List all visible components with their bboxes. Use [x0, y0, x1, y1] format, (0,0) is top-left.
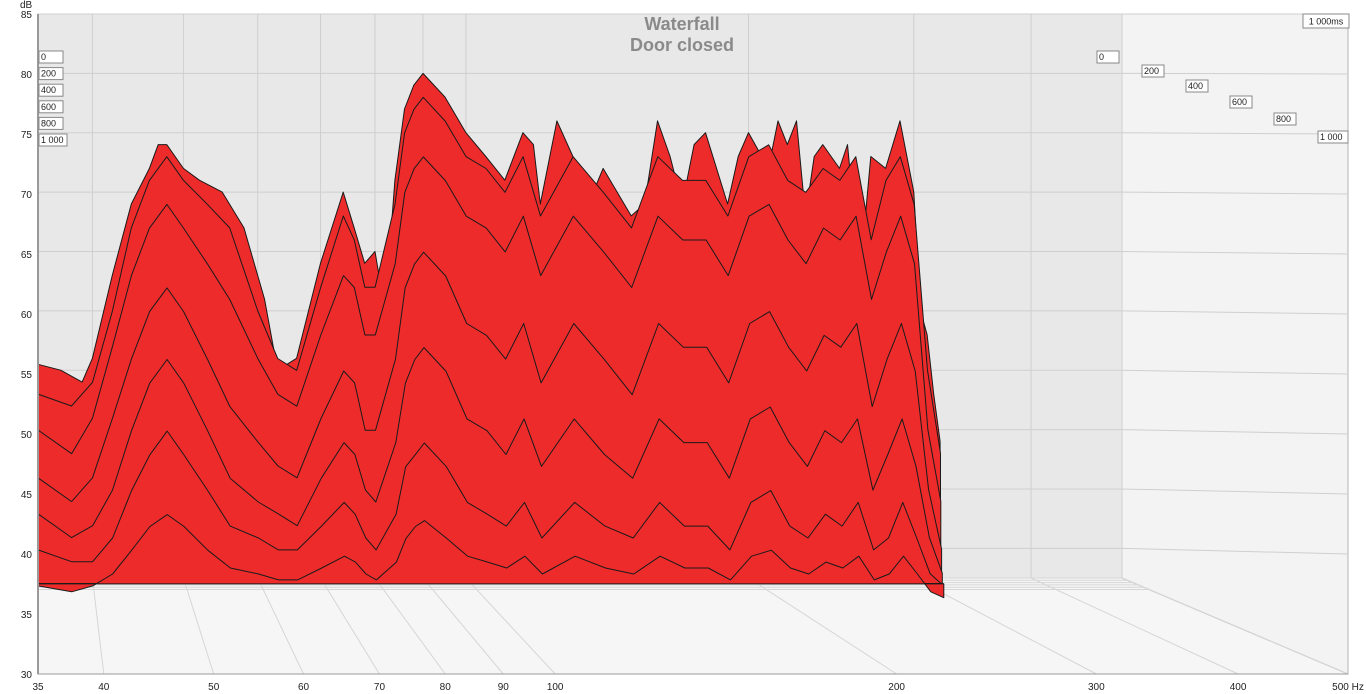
waterfall-slice-800ms	[37, 430, 944, 586]
chart-frame	[37, 14, 1348, 675]
side-gridline	[1121, 488, 1349, 495]
chart-subtitle: Door closed	[630, 35, 734, 55]
x-tick-label: 90	[498, 682, 510, 693]
time-label-left: 0	[41, 52, 46, 62]
time-label-left: 600	[41, 102, 56, 112]
y-tick-label: 75	[21, 130, 33, 141]
waterfall-slices	[37, 72, 945, 599]
y-tick-label: 60	[21, 310, 33, 321]
time-label-box	[38, 83, 64, 97]
side-gridline	[1121, 250, 1349, 255]
y-tick-label: 55	[21, 370, 33, 381]
y-tick-label: 30	[21, 670, 33, 681]
y-tick-label: 80	[21, 70, 33, 81]
time-label-left: 800	[41, 118, 56, 128]
x-tick-label: 70	[374, 682, 386, 693]
time-label-box	[1317, 130, 1349, 144]
x-axis-ticks: 35 40 50 60 70 80 90 100 200 300 400 500 Hz	[32, 682, 1363, 693]
side-gridline	[1121, 429, 1349, 435]
side-wall-plane	[1121, 13, 1349, 675]
time-label-box	[1096, 50, 1120, 64]
x-tick-label: 200	[888, 682, 905, 693]
time-label-right: 800	[1276, 114, 1291, 124]
side-gridline	[1121, 132, 1349, 135]
waterfall-slice-600ms	[37, 347, 943, 584]
floor-gridline	[91, 577, 105, 675]
floor-gridline	[1121, 577, 1349, 675]
time-label-left: 200	[41, 69, 56, 79]
time-label-right: 200	[1144, 66, 1159, 76]
time-label-right: 0	[1099, 52, 1104, 62]
floor-gridline	[257, 577, 304, 675]
time-label-box	[38, 100, 64, 114]
y-axis-ticks: 85 80 75 70 65 60 55 50 45 40 35 30	[21, 10, 33, 681]
chart-title: Waterfall	[644, 14, 719, 34]
floor-gridline	[374, 577, 446, 675]
time-label-right: 600	[1232, 97, 1247, 107]
x-tick-label: 300	[1088, 682, 1105, 693]
time-label-right: 400	[1188, 81, 1203, 91]
floor-gridline	[748, 577, 897, 675]
x-tick-label: 100	[547, 682, 564, 693]
time-label-box	[38, 50, 64, 64]
x-tick-label: 40	[98, 682, 110, 693]
time-unit-box	[1302, 13, 1350, 29]
time-unit-label: 1 000ms	[1309, 17, 1344, 27]
floor-plane	[37, 577, 1349, 675]
time-label-box	[38, 67, 64, 81]
x-tick-label: 400	[1230, 682, 1247, 693]
time-label-left: 1 000	[41, 135, 64, 145]
y-tick-label: 45	[21, 490, 33, 501]
time-label-right: 1 000	[1320, 132, 1343, 142]
time-label-box	[38, 116, 64, 130]
x-tick-label: 500 Hz	[1332, 682, 1364, 693]
side-gridline	[1121, 310, 1349, 315]
side-gridline	[1121, 191, 1349, 195]
chart-floor	[37, 577, 1349, 675]
time-label-left: 400	[41, 85, 56, 95]
time-label-box	[1185, 79, 1209, 93]
floor-gridline	[320, 577, 380, 675]
floor-gridline	[1030, 577, 1239, 675]
y-tick-label: 70	[21, 190, 33, 201]
side-gridline	[1121, 369, 1349, 375]
y-tick-label: 50	[21, 430, 33, 441]
chart-side-wall	[1121, 13, 1349, 675]
time-labels-right: 0 200 400 600 800 1 000	[1096, 50, 1349, 144]
x-tick-label: 35	[32, 682, 44, 693]
y-tick-label: 40	[21, 550, 33, 561]
time-label-box	[38, 133, 68, 147]
y-tick-label: 85	[21, 10, 33, 21]
time-label-box	[1229, 95, 1253, 109]
time-labels-left: 0 200 400 600 800 1 000	[38, 50, 68, 147]
y-axis-label: dB	[20, 0, 33, 11]
floor-gridline	[422, 577, 504, 675]
y-tick-label: 65	[21, 250, 33, 261]
time-label-box	[1141, 64, 1165, 78]
x-tick-label: 50	[208, 682, 220, 693]
time-label-box	[1273, 112, 1297, 126]
waterfall-slice-1000ms	[37, 514, 945, 599]
y-tick-label: 35	[21, 610, 33, 621]
floor-gridline	[182, 577, 215, 675]
x-tick-label: 60	[298, 682, 310, 693]
x-tick-label: 80	[440, 682, 452, 693]
floor-gridline	[465, 577, 556, 675]
side-gridline	[1121, 547, 1349, 555]
